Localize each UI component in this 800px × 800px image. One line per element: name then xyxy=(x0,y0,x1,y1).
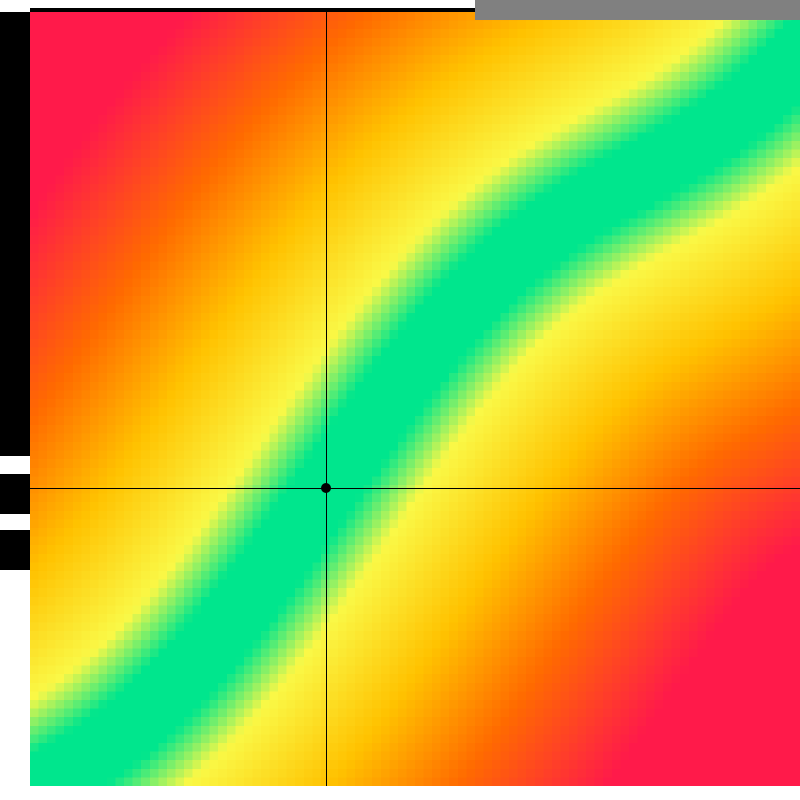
top-gray-bar xyxy=(475,0,800,20)
left-bar-0 xyxy=(0,12,30,456)
left-bar-1 xyxy=(0,474,30,514)
top-black-bar xyxy=(30,8,475,12)
y-axis-line xyxy=(326,12,327,786)
x-axis-line xyxy=(30,488,800,489)
heatmap-canvas xyxy=(30,12,800,786)
plot-container xyxy=(0,0,800,800)
left-bar-2 xyxy=(0,530,30,570)
